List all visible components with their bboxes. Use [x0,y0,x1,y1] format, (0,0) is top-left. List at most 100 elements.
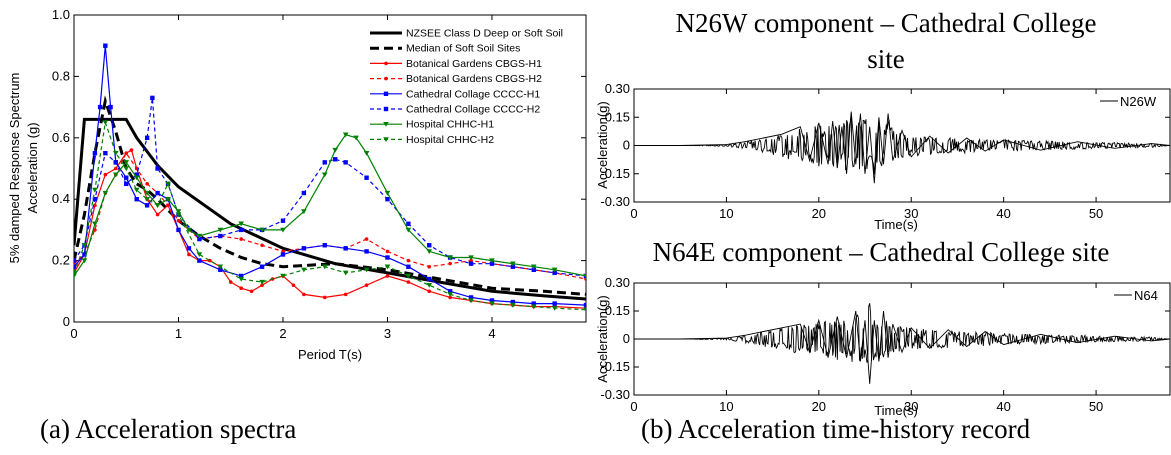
data-point-marker [364,175,369,180]
data-point-marker [187,252,191,257]
data-point-marker [530,304,537,310]
data-point-marker [583,302,586,308]
caption-a: (a) Acceleration spectra [40,414,297,444]
data-point-marker [175,212,182,218]
data-point-marker [155,212,160,217]
data-point-marker [81,258,88,264]
n64e-legend-label: N64 [1134,288,1158,303]
data-point-marker [384,190,391,196]
spectra-series-7 [74,120,586,313]
data-point-marker [383,106,389,112]
spectra-legend-entry: Median of Soft Soil Sites [370,43,520,55]
data-point-marker [342,132,349,138]
data-point-marker [383,137,389,142]
data-point-marker [363,267,370,273]
series-line [74,122,586,311]
data-point-marker [364,283,369,287]
legend-label: Hospital CHHC-H1 [406,119,494,131]
data-point-marker [384,76,388,81]
n26w-series [634,111,1170,184]
n26w-plot-area [633,88,1171,203]
data-point-marker [218,267,223,273]
data-point-marker [196,233,203,239]
data-point-marker [238,221,244,227]
spectra-legend-entry: Botanical Gardens CBGS-H1 [370,58,542,70]
data-point-marker [217,264,224,270]
data-point-marker [123,166,130,172]
data-point-marker [510,261,516,267]
n64e-title: N64E component – Cathedral College site [652,237,1110,267]
data-point-marker [92,150,98,156]
data-point-marker [489,301,495,307]
n26w-y-tick-label: 0 [623,138,630,153]
data-point-marker [145,182,149,186]
data-point-marker [384,264,391,270]
spectra-y-tick-label: 0.4 [52,191,70,206]
n64e-x-tick-label: 20 [812,399,826,414]
spectra-x-tick-label: 4 [488,326,495,341]
n64e-peaks [634,310,1170,384]
data-point-marker [385,255,390,260]
spectra-legend-entry: NZSEE Class D Deep or Soft Soil [370,28,563,40]
spectra-series-1 [74,95,586,296]
data-point-marker [124,151,129,155]
data-point-marker [583,307,586,313]
data-point-marker [280,252,286,257]
data-point-marker [112,172,119,178]
data-point-marker [510,299,516,305]
data-point-marker [448,295,452,300]
data-point-marker [353,135,359,141]
data-point-marker [364,237,369,241]
n64e-x-tick-label: 50 [1089,399,1103,414]
n26w-x-tick-label: 40 [996,206,1010,221]
data-point-marker [447,292,453,297]
data-point-marker [489,298,495,303]
data-point-marker [510,264,516,269]
caption-b: (b) Acceleration time-history record [641,414,1031,444]
data-point-marker [343,160,348,165]
data-point-marker [166,203,170,208]
n64e-chart: 0 10 20 30 40 50 -0.30 -0.15 0 0.15 0.30 N64 Time(… [595,275,1171,418]
data-point-marker [176,227,181,233]
data-point-marker [385,249,390,254]
data-point-marker [531,267,536,273]
data-point-marker [385,197,390,202]
data-point-marker [155,166,160,171]
spectra-legend-entry: Botanical Gardens CBGS-H2 [370,73,542,85]
legend-label: Botanical Gardens CBGS-H2 [406,73,542,85]
spectra-legend-entry: Hospital CHHC-H1 [370,119,494,131]
data-point-marker [489,261,495,266]
n26w-x-tick-label: 20 [812,206,826,221]
n64e-y-tick-label: -0.30 [600,387,630,402]
spectra-series-0 [74,117,586,301]
data-point-marker [155,190,160,196]
data-point-marker [468,261,474,266]
data-point-marker [383,122,389,127]
data-point-marker [259,264,265,269]
n26w-y-tick-label: 0.15 [605,109,630,124]
n26w-y-tick-label: 0.30 [605,81,630,96]
n26w-title-line1: N26W component – Cathedral College [675,8,1097,38]
n64e-ticks: 0 10 20 30 40 50 -0.30 -0.15 0 0.15 0.30 [600,275,1170,414]
series-line [74,151,586,280]
data-point-marker [406,258,411,263]
data-point-marker [448,261,452,266]
data-point-marker [406,280,411,284]
data-point-marker [385,274,390,278]
data-point-marker [301,190,307,196]
data-point-marker [447,289,453,294]
spectra-chart: 0 1 2 3 4 0 0.2 0.4 0.6 0.8 1.0 NZSEE Class D Deep… [7,7,587,362]
data-point-marker [108,104,113,110]
legend-label: Hospital CHHC-H2 [406,134,494,146]
data-point-marker [280,227,286,233]
spectra-y-tick-label: 0.6 [52,130,70,145]
data-point-marker [301,246,307,251]
data-point-marker [342,270,349,276]
n64e-y-label: Acceleration(g) [595,295,610,382]
data-point-marker [406,264,411,269]
data-point-marker [260,283,264,287]
data-point-marker [103,172,108,177]
data-point-marker [97,104,103,110]
data-point-marker [129,148,134,152]
spectra-legend: NZSEE Class D Deep or Soft Soil Median of… [370,28,563,146]
